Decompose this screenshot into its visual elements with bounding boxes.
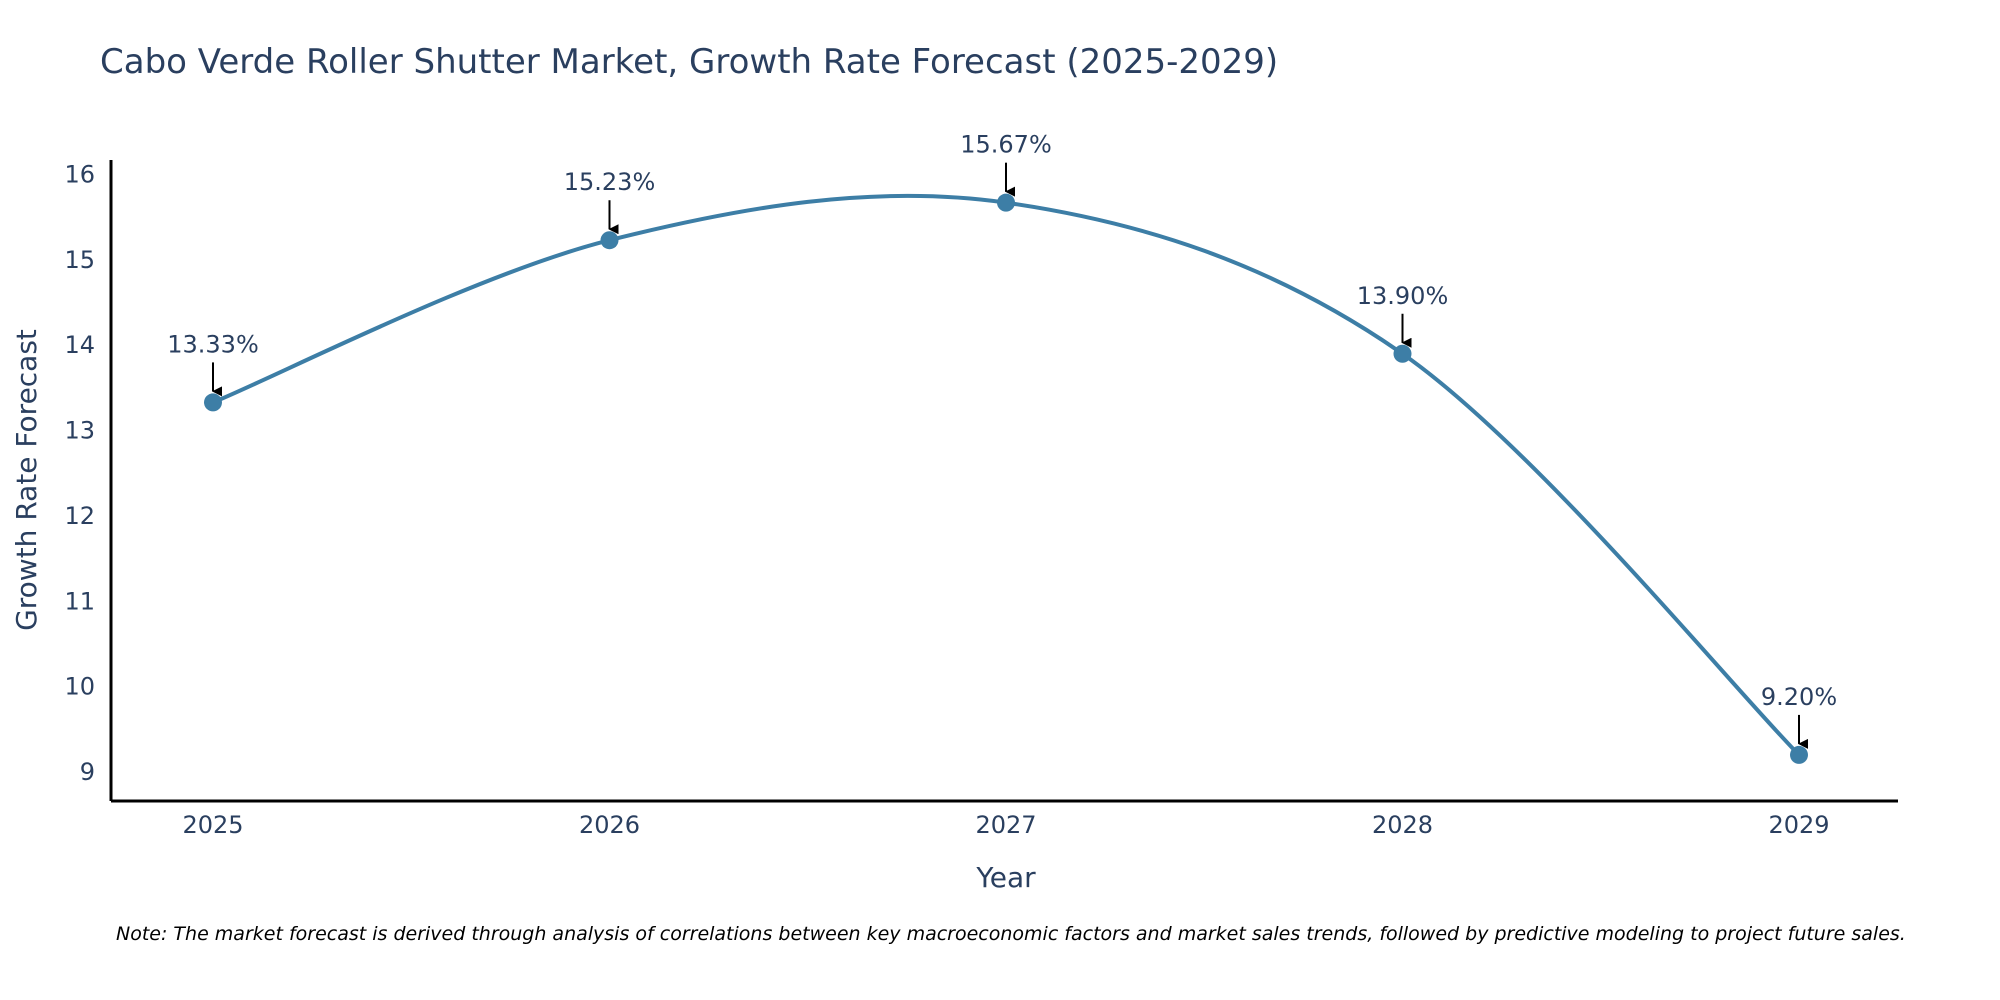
y-tick-label: 12 [64,502,95,530]
y-tick-label: 9 [80,758,95,786]
x-tick-label: 2028 [1372,811,1433,839]
y-tick-label: 13 [64,417,95,445]
y-tick-label: 10 [64,673,95,701]
data-point[interactable] [997,193,1015,212]
series-line [212,193,1801,757]
data-label-annotation: 13.33% [167,330,259,397]
y-tick-label: 14 [64,331,95,359]
y-axis-title: Growth Rate Forecast [10,329,43,631]
x-tick-label: 2026 [579,811,640,839]
data-label-annotation: 15.67% [960,131,1052,197]
data-point[interactable] [1393,344,1412,363]
y-tick-label: 11 [64,587,95,615]
data-label-annotation: 9.20% [1761,683,1837,749]
axes: 9 10 11 12 13 14 15 16 2025 2026 2027 2028 2029 [64,160,1898,839]
series-growth-rate [204,193,1808,764]
chart-note: Note: The market forecast is derived thr… [116,923,1906,945]
x-tick-label: 2029 [1768,811,1829,839]
chart-title: Cabo Verde Roller Shutter Market, Growth… [100,42,1279,82]
x-tick-label: 2025 [182,811,243,839]
data-point[interactable] [600,231,619,250]
x-axis-title: Year [975,861,1036,894]
data-point[interactable] [204,393,222,412]
data-label-annotation: 15.23% [564,168,656,235]
data-label: 9.20% [1761,683,1837,711]
data-labels: 13.33% 15.23% 15.67% 13.90% 9.20% [167,131,1837,749]
data-label-annotation: 13.90% [1357,282,1449,348]
data-label: 13.33% [167,330,259,358]
data-label: 15.23% [564,168,656,196]
y-tick-label: 16 [64,161,95,189]
data-point[interactable] [1790,745,1808,764]
data-label: 13.90% [1357,282,1449,310]
data-label: 15.67% [960,131,1052,159]
x-tick-label: 2027 [975,811,1036,839]
y-tick-label: 15 [64,246,95,274]
